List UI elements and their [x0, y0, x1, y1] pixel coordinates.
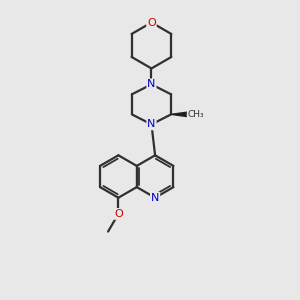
- Text: O: O: [147, 17, 156, 28]
- Text: N: N: [147, 119, 156, 129]
- Text: CH₃: CH₃: [188, 110, 204, 119]
- Text: N: N: [151, 193, 159, 203]
- Text: O: O: [114, 209, 123, 219]
- Text: N: N: [147, 79, 156, 89]
- Polygon shape: [171, 111, 192, 117]
